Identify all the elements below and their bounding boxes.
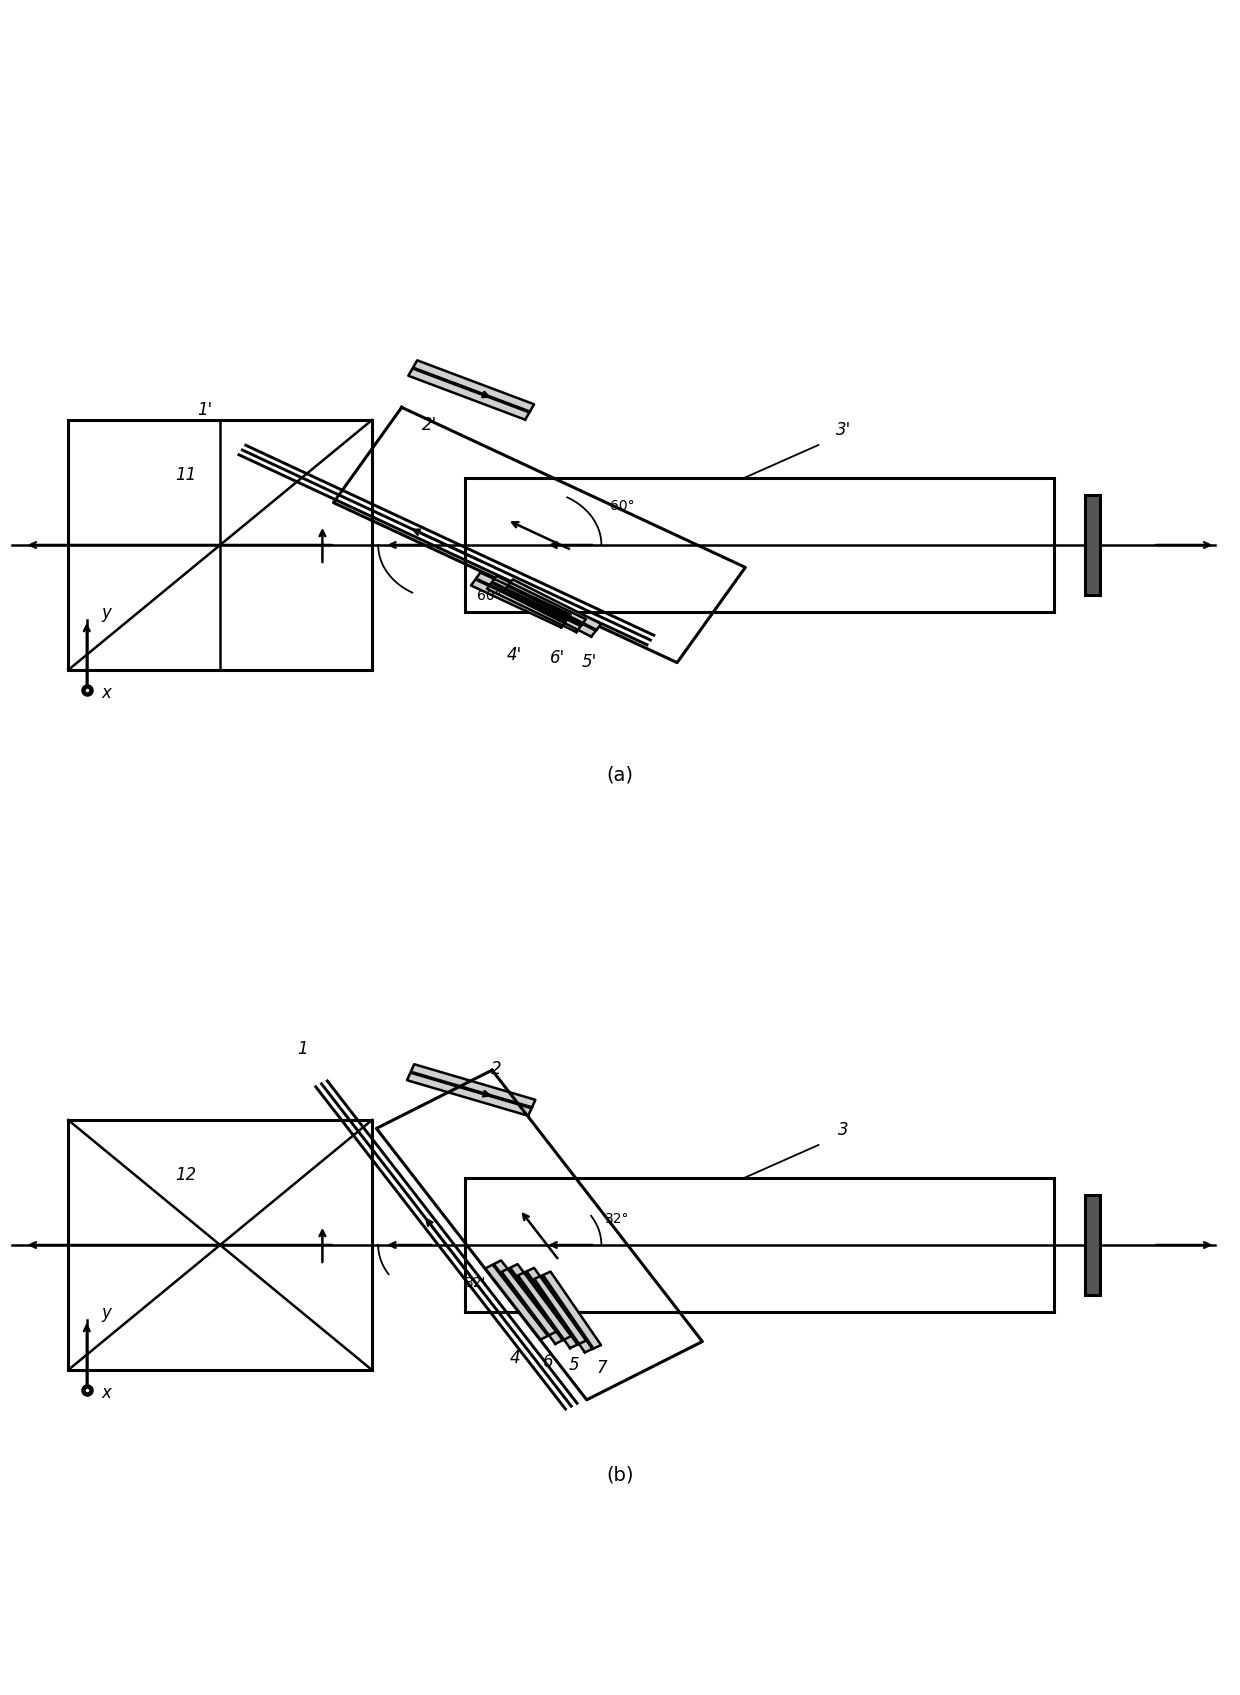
Text: (a): (a) [606, 766, 634, 785]
Polygon shape [494, 1261, 557, 1336]
Bar [68, 1120, 372, 1370]
Text: 3: 3 [838, 1120, 848, 1139]
Polygon shape [476, 573, 570, 620]
Text: 1: 1 [298, 1039, 309, 1058]
Bar [68, 420, 372, 670]
Bar [465, 1178, 1054, 1312]
Text: 32': 32' [465, 1276, 486, 1290]
Text: 11: 11 [175, 466, 197, 485]
Text: 4': 4' [507, 646, 522, 664]
Polygon shape [518, 1271, 578, 1348]
Polygon shape [413, 361, 534, 412]
Polygon shape [492, 576, 585, 625]
Text: y: y [102, 603, 112, 622]
Text: 1': 1' [197, 402, 213, 419]
Text: 7: 7 [596, 1359, 606, 1376]
Text: 32°: 32° [605, 1212, 630, 1225]
Polygon shape [407, 1073, 532, 1115]
Text: (b): (b) [606, 1466, 634, 1485]
Polygon shape [510, 1264, 572, 1339]
Polygon shape [543, 1271, 601, 1349]
Polygon shape [534, 1276, 593, 1353]
Text: 60°: 60° [610, 498, 635, 514]
Text: 6': 6' [551, 649, 565, 668]
Text: 12: 12 [175, 1166, 197, 1185]
Bar [1085, 495, 1100, 595]
Bar [465, 478, 1054, 612]
Bar [1085, 1195, 1100, 1295]
Text: 5': 5' [582, 653, 596, 671]
Text: 4: 4 [510, 1349, 520, 1366]
Polygon shape [410, 1064, 536, 1107]
Polygon shape [485, 1264, 548, 1339]
Text: y: y [102, 1303, 112, 1322]
Text: 2': 2' [422, 415, 438, 434]
Polygon shape [503, 586, 596, 637]
Polygon shape [1085, 1195, 1100, 1295]
Polygon shape [487, 583, 580, 632]
Text: x: x [102, 685, 112, 702]
Polygon shape [502, 1268, 563, 1344]
Polygon shape [471, 580, 565, 627]
Polygon shape [1085, 495, 1100, 595]
Text: 60°: 60° [477, 588, 502, 603]
Text: 6: 6 [543, 1353, 553, 1371]
Polygon shape [508, 580, 601, 631]
Text: x: x [102, 1385, 112, 1402]
Text: 5: 5 [569, 1356, 579, 1375]
Polygon shape [408, 368, 529, 420]
Polygon shape [527, 1268, 587, 1344]
Text: 3': 3' [836, 420, 851, 439]
Text: 2: 2 [491, 1061, 501, 1078]
